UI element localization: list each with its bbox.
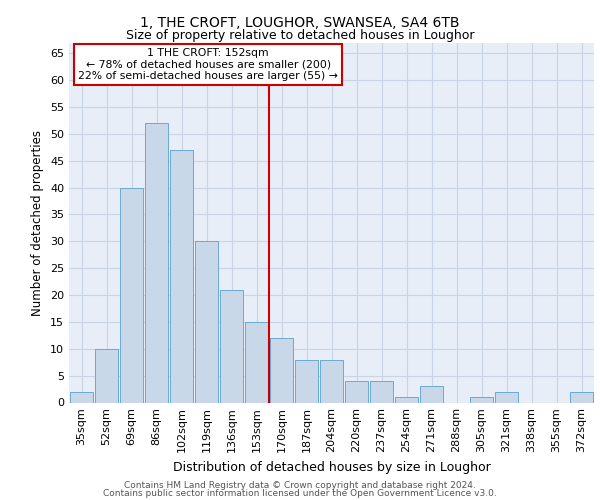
Text: Size of property relative to detached houses in Loughor: Size of property relative to detached ho… [126,29,474,42]
Text: Contains public sector information licensed under the Open Government Licence v3: Contains public sector information licen… [103,489,497,498]
Bar [419,386,443,402]
Bar [170,150,193,403]
Bar [395,397,418,402]
Bar [119,188,143,402]
Bar [245,322,268,402]
Bar [269,338,293,402]
Y-axis label: Number of detached properties: Number of detached properties [31,130,44,316]
Bar [70,392,94,402]
Bar [295,360,319,403]
Bar [370,381,394,402]
Bar [494,392,518,402]
Bar [220,290,244,403]
Bar [569,392,593,402]
Bar [145,123,169,402]
X-axis label: Distribution of detached houses by size in Loughor: Distribution of detached houses by size … [173,461,490,474]
Text: 1 THE CROFT: 152sqm
← 78% of detached houses are smaller (200)
22% of semi-detac: 1 THE CROFT: 152sqm ← 78% of detached ho… [78,48,338,81]
Bar [470,397,493,402]
Text: 1, THE CROFT, LOUGHOR, SWANSEA, SA4 6TB: 1, THE CROFT, LOUGHOR, SWANSEA, SA4 6TB [140,16,460,30]
Bar [95,349,118,403]
Bar [344,381,368,402]
Bar [320,360,343,403]
Bar [194,242,218,402]
Text: Contains HM Land Registry data © Crown copyright and database right 2024.: Contains HM Land Registry data © Crown c… [124,481,476,490]
